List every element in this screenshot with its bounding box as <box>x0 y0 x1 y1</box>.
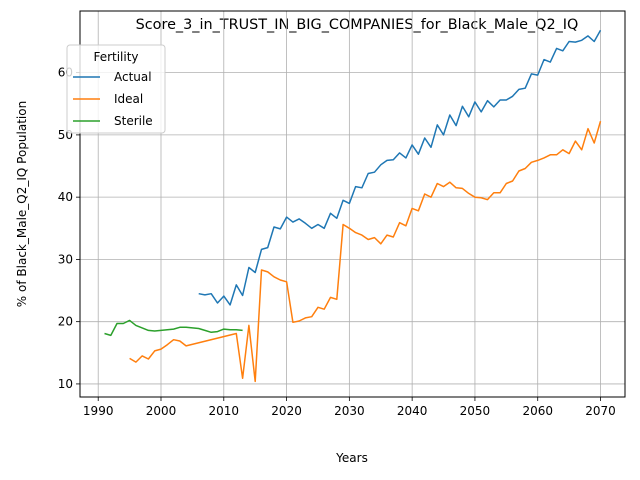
series-line-ideal <box>129 120 602 383</box>
legend-title: Fertility <box>93 50 138 64</box>
x-tick-label: 2040 <box>397 404 428 418</box>
axis-ticks: 1990 2000 2010 2020 2030 2040 2050 2060 20701020… <box>58 66 616 418</box>
x-tick-label: 2000 <box>146 404 177 418</box>
series-line-actual <box>198 29 602 306</box>
y-tick-label: 20 <box>58 315 73 329</box>
legend-label-ideal: Ideal <box>114 92 143 106</box>
x-tick-label: 2020 <box>271 404 302 418</box>
y-tick-label: 10 <box>58 377 73 391</box>
series-lines <box>104 29 602 383</box>
x-axis-label: Years <box>335 451 368 465</box>
y-axis-label: % of Black_Male_Q2_IQ Population <box>15 101 29 307</box>
legend-label-actual: Actual <box>114 70 152 84</box>
y-tick-label: 40 <box>58 190 73 204</box>
series-line-sterile <box>104 319 243 337</box>
x-tick-label: 2070 <box>585 404 616 418</box>
legend-label-sterile: Sterile <box>114 114 153 128</box>
x-tick-label: 2010 <box>209 404 240 418</box>
x-tick-label: 2050 <box>460 404 491 418</box>
chart-title: Score_3_in_TRUST_IN_BIG_COMPANIES_for_Bl… <box>136 17 579 33</box>
x-tick-label: 2030 <box>334 404 365 418</box>
x-tick-label: 1990 <box>83 404 114 418</box>
x-tick-label: 2060 <box>522 404 553 418</box>
legend: Fertility Actual Ideal Sterile <box>66 44 166 134</box>
plot-area-frame <box>79 10 626 398</box>
y-tick-label: 30 <box>58 252 73 266</box>
legend-box <box>66 44 166 134</box>
